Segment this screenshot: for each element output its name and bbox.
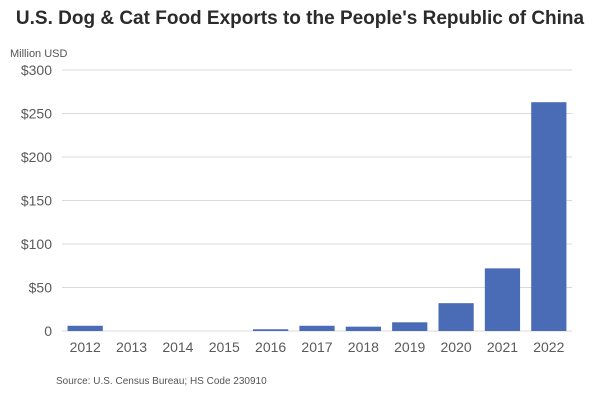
bar-2021 xyxy=(484,268,521,331)
bar-2019 xyxy=(392,322,428,331)
bar-2016 xyxy=(253,329,289,331)
bar-2022 xyxy=(531,102,567,331)
bar-2018 xyxy=(345,326,381,331)
x-tick-label: 2019 xyxy=(394,339,425,355)
bar-2017 xyxy=(299,325,335,331)
x-axis-ticks: 2012 2013 2014 2015 2016 2017 2018 2019 2020 2021… xyxy=(70,339,565,355)
y-tick-label: $150 xyxy=(21,193,52,209)
x-tick-label: 2012 xyxy=(70,339,101,355)
x-tick-label: 2020 xyxy=(441,339,472,355)
chart-title: U.S. Dog & Cat Food Exports to the Peopl… xyxy=(15,8,585,29)
y-tick-label: $50 xyxy=(29,280,53,296)
source-note: Source: U.S. Census Bureau; HS Code 2309… xyxy=(56,376,267,387)
x-tick-label: 2014 xyxy=(162,339,193,355)
bars xyxy=(67,102,567,331)
bar-2012 xyxy=(67,325,103,331)
x-tick-label: 2016 xyxy=(255,339,286,355)
x-tick-label: 2015 xyxy=(209,339,240,355)
y-tick-label: $100 xyxy=(21,236,52,252)
bar-2020 xyxy=(438,303,474,331)
y-tick-label: $250 xyxy=(21,106,52,122)
x-tick-label: 2018 xyxy=(348,339,379,355)
y-axis-unit-label: Million USD xyxy=(10,48,68,60)
x-tick-label: 2013 xyxy=(116,339,147,355)
y-axis-ticks: 0 $50 $100 $150 $200 $250 $300 xyxy=(21,62,52,339)
y-tick-label: $200 xyxy=(21,149,52,165)
x-tick-label: 2017 xyxy=(301,339,332,355)
y-tick-label: 0 xyxy=(44,323,52,339)
x-tick-label: 2021 xyxy=(487,339,518,355)
x-tick-label: 2022 xyxy=(533,339,564,355)
y-tick-label: $300 xyxy=(21,62,52,78)
